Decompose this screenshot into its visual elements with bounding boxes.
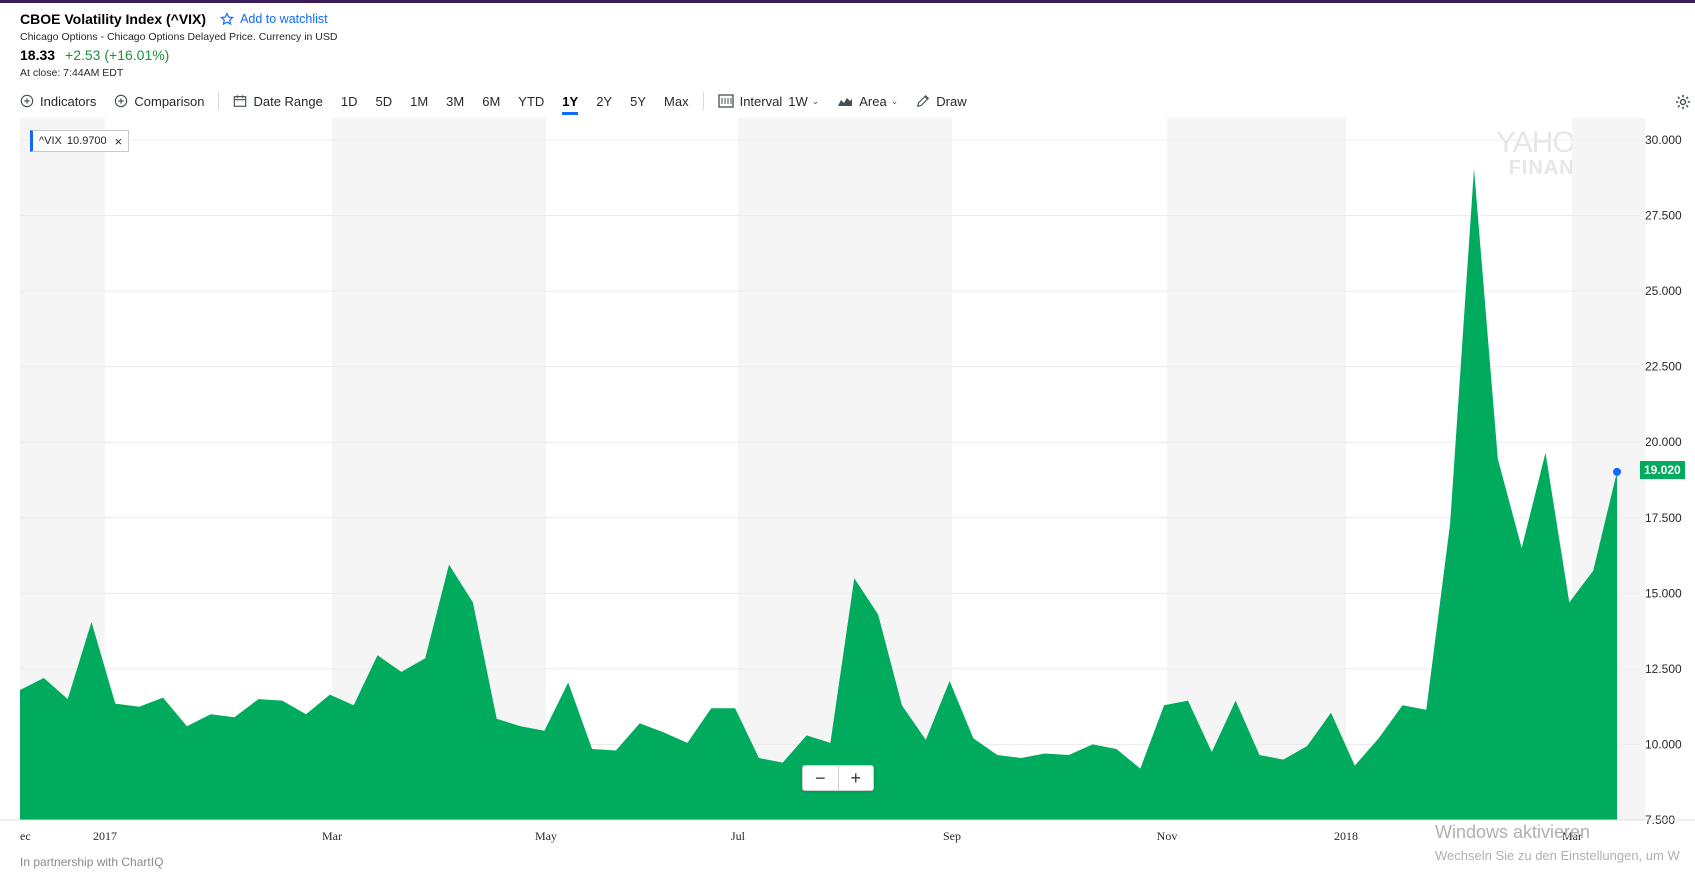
price-change: +2.53 (+16.01%) [65, 47, 170, 63]
interval-button[interactable]: Interval 1W ⌄ [717, 93, 820, 109]
plus-circle-icon [20, 94, 34, 108]
zoom-controls: − + [802, 765, 874, 791]
y-tick-label: 30.000 [1645, 133, 1682, 147]
exchange-subtitle: Chicago Options - Chicago Options Delaye… [20, 31, 338, 43]
indicators-label: Indicators [40, 93, 97, 109]
x-tick-label: 2017 [93, 829, 117, 843]
windows-notice-detail: Wechseln Sie zu den Einstellungen, um W [1435, 848, 1680, 863]
star-icon [220, 12, 235, 26]
add-to-watchlist-button[interactable]: Add to watchlist [220, 12, 328, 26]
x-tick-label: Sep [943, 829, 961, 843]
current-price: 18.33 [20, 47, 56, 63]
area-chart-icon [838, 98, 853, 106]
date-range-label: Date Range [253, 93, 323, 109]
legend-value: 10.9700 [66, 135, 107, 147]
chart-toolbar: Indicators Comparison Date Range 1D 5D 1… [20, 90, 967, 115]
last-price-badge: 19.020 [1640, 461, 1685, 479]
chevron-down-icon: ⌄ [890, 95, 899, 106]
x-tick-label: Mar [1562, 829, 1582, 843]
x-tick-label: May [535, 829, 557, 843]
interval-label: Interval [739, 93, 783, 109]
y-tick-label: 15.000 [1645, 586, 1682, 600]
windows-activation-notice: Windows aktivieren Wechseln Sie zu den E… [1435, 822, 1680, 863]
windows-notice-title: Windows aktivieren [1435, 822, 1591, 842]
x-tick-label: Jul [731, 829, 746, 843]
y-tick-label: 10.000 [1645, 737, 1682, 751]
draw-label: Draw [936, 93, 967, 109]
draw-button[interactable]: Draw [916, 93, 967, 109]
interval-icon [717, 94, 734, 108]
close-icon[interactable]: × [114, 133, 123, 149]
zoom-out-button[interactable]: − [803, 766, 839, 790]
y-tick-label: 17.500 [1645, 511, 1682, 525]
comparison-button[interactable]: Comparison [114, 94, 204, 109]
chart-type-label: Area [859, 93, 887, 109]
range-6m[interactable]: 6M [482, 93, 501, 109]
close-time: At close: 7:44AM EDT [20, 67, 124, 79]
range-5d[interactable]: 5D [375, 93, 393, 109]
month-band [1167, 118, 1346, 820]
chevron-down-icon: ⌄ [811, 95, 820, 106]
range-1m[interactable]: 1M [410, 93, 429, 109]
legend-symbol: ^VIX [39, 135, 62, 147]
x-tick-label: 2018 [1334, 829, 1358, 843]
partnership-footer: In partnership with ChartIQ [20, 855, 164, 869]
y-tick-label: 12.500 [1645, 662, 1682, 676]
x-tick-label: ec [20, 829, 31, 843]
comparison-label: Comparison [134, 93, 205, 109]
indicators-button[interactable]: Indicators [20, 94, 96, 109]
chart-type-button[interactable]: Area ⌄ [837, 94, 898, 109]
range-2y[interactable]: 2Y [596, 93, 613, 109]
top-accent-bar [0, 0, 1695, 3]
y-tick-label: 20.000 [1645, 435, 1682, 449]
x-tick-label: Nov [1157, 829, 1178, 843]
x-tick-label: Mar [322, 829, 342, 843]
zoom-in-button[interactable]: + [850, 767, 861, 788]
range-max[interactable]: Max [664, 93, 689, 109]
page-title: CBOE Volatility Index (^VIX) [20, 11, 207, 27]
pencil-icon [917, 94, 930, 108]
range-5y[interactable]: 5Y [630, 93, 647, 109]
plus-circle-icon [115, 94, 128, 108]
gear-icon[interactable] [1675, 94, 1691, 110]
range-3m[interactable]: 3M [446, 93, 465, 109]
range-ytd[interactable]: YTD [518, 93, 545, 109]
chart-area[interactable]: 30.000 27.500 25.000 22.500 20.000 17.500 15.0… [0, 118, 1695, 875]
interval-value: 1W [788, 93, 808, 109]
last-point-marker [1613, 467, 1621, 476]
y-tick-label: 27.500 [1645, 209, 1682, 223]
y-tick-label: 22.500 [1645, 360, 1682, 374]
series-legend-tag[interactable]: ^VIX 10.9700 × [30, 130, 130, 152]
range-1y[interactable]: 1Y [562, 93, 579, 115]
vix-area-series [20, 168, 1617, 820]
range-1d[interactable]: 1D [340, 93, 358, 109]
toolbar-divider [702, 92, 704, 110]
quote-header: CBOE Volatility Index (^VIX) Add to watc… [20, 10, 820, 79]
date-range-button[interactable]: Date Range [233, 93, 323, 109]
calendar-icon [234, 95, 247, 107]
vix-area-chart[interactable]: 30.000 27.500 25.000 22.500 20.000 17.500 15.0… [0, 118, 1695, 875]
y-tick-label: 25.000 [1645, 284, 1682, 298]
watchlist-label: Add to watchlist [240, 12, 328, 26]
toolbar-divider [218, 92, 220, 110]
